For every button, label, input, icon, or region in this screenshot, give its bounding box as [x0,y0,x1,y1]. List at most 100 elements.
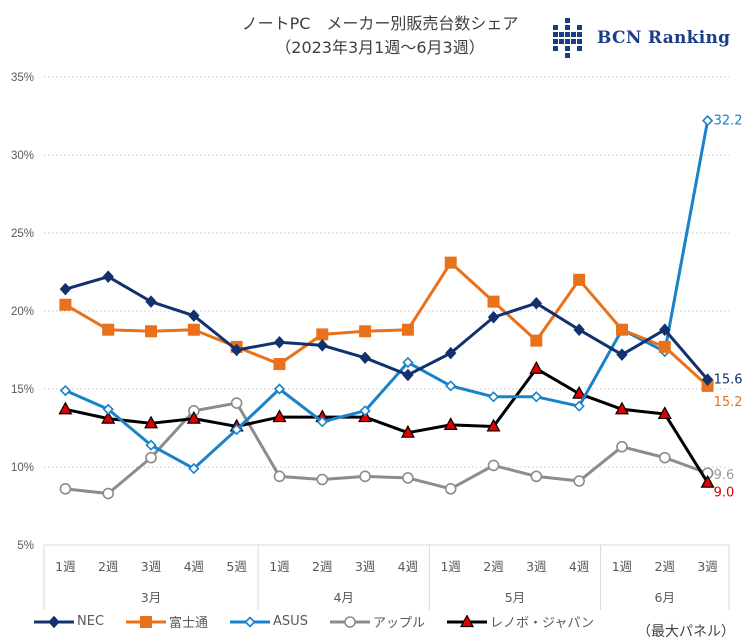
legend-label: アップル [372,616,425,631]
data-point [48,615,60,628]
legend-swatch [329,615,370,628]
data-point [58,401,73,415]
y-tick-label: 10% [11,462,34,474]
data-point [615,323,628,336]
data-point [659,323,671,336]
data-point [145,451,157,464]
x-tick-label: 4週 [569,559,590,574]
data-point [658,451,671,464]
end-value-label: 9.6 [714,468,735,483]
data-point [402,472,414,484]
end-labels: 15.6 15.2 32.2 9.6 9.0 [714,114,743,501]
data-point [316,473,329,486]
series-2 [59,115,714,475]
data-point [701,373,714,386]
data-point [272,409,287,423]
series-line [64,275,709,381]
data-point [273,335,286,349]
month-group-label: 4月 [333,590,353,605]
legend-swatch [34,615,74,628]
x-tick-label: 3週 [141,559,162,574]
data-point [487,295,500,308]
data-point [102,323,115,336]
month-group-label: 5月 [505,590,525,605]
data-point [529,360,544,374]
data-point [102,403,114,415]
logo-text: BCN Ranking [597,28,731,48]
x-tick-label: 2週 [483,559,504,574]
data-point [657,406,672,420]
x-tick-label: 1週 [55,559,76,574]
y-tick-label: 15% [11,384,34,396]
series-line [65,367,709,484]
data-point [59,282,72,296]
series-1 [59,256,714,392]
data-point [487,310,500,324]
end-value-label: 9.0 [714,486,735,501]
data-point [400,424,415,438]
data-point [573,273,586,286]
legend-item: レノボ・ジャパン [445,612,594,631]
data-point [573,400,585,412]
data-point [230,343,243,357]
data-point [316,328,329,341]
y-tick-label: 25% [11,228,34,240]
legend-swatch [446,614,487,627]
bcn-logo-icon [553,18,583,58]
data-point [231,423,243,436]
series-line [64,120,710,471]
x-tick-label: 4週 [398,559,419,574]
data-point [700,474,715,488]
legend-swatch [126,615,167,628]
data-point [614,401,629,415]
legend-swatch [230,615,271,628]
data-point [187,323,200,336]
data-point [144,415,159,429]
y-tick-label: 35% [11,72,34,84]
data-point [445,346,457,360]
data-point [101,410,116,424]
data-point [444,483,457,495]
data-point [145,295,157,308]
data-point [344,615,356,628]
data-point [359,351,371,365]
x-tick-label: 1週 [612,559,633,574]
x-tick-label: 1週 [269,559,290,574]
data-point [401,323,414,336]
chart-title-line2: （2023年3月1週～6月3週） [275,38,485,57]
series-0 [59,270,714,386]
data-point [402,356,414,369]
legend-label: レノボ・ジャパン [489,616,594,631]
legend-label: 富士通 [169,616,209,631]
x-tick-label: 2週 [655,559,676,574]
data-point [530,391,542,403]
month-group-label: 3月 [141,590,161,605]
month-group-label: 6月 [655,590,675,605]
legend-item: ASUS [228,614,308,629]
x-tick-label: 1週 [440,559,461,574]
data-point [316,339,328,352]
data-point [273,470,286,483]
legend-label: ASUS [273,614,308,629]
x-tick-label: 3週 [526,559,547,574]
data-point [443,417,458,430]
data-point [59,384,72,397]
data-point [140,615,153,628]
y-tick-label: 30% [11,150,34,162]
data-point [102,270,114,283]
data-point [658,340,671,353]
data-point [530,470,543,483]
data-point [102,487,115,500]
data-point [530,334,543,347]
data-point [572,385,587,399]
series-layer [58,115,715,500]
data-point [359,405,371,417]
x-tick-label: 3週 [355,559,376,574]
data-point [459,614,474,627]
legend-item: アップル [328,612,425,631]
y-tick-label: 20% [11,306,34,318]
legend-label: NEC [77,614,105,629]
data-point [486,418,501,432]
x-tick-label: 4週 [184,559,205,574]
x-axis-frame [43,544,730,610]
